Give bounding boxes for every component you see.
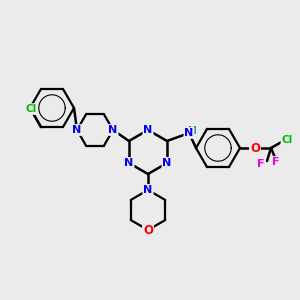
Text: O: O: [250, 142, 260, 154]
Text: N: N: [143, 185, 153, 195]
Text: F: F: [257, 159, 265, 169]
Text: F: F: [272, 157, 280, 167]
Text: O: O: [143, 224, 153, 236]
Text: N: N: [72, 125, 82, 135]
Text: N: N: [124, 158, 134, 168]
Text: N: N: [108, 125, 118, 135]
Text: N: N: [162, 158, 172, 168]
Text: N: N: [143, 125, 153, 135]
Text: Cl: Cl: [26, 104, 37, 114]
Text: Cl: Cl: [281, 135, 292, 145]
Text: N: N: [184, 128, 194, 138]
Text: H: H: [188, 126, 197, 136]
